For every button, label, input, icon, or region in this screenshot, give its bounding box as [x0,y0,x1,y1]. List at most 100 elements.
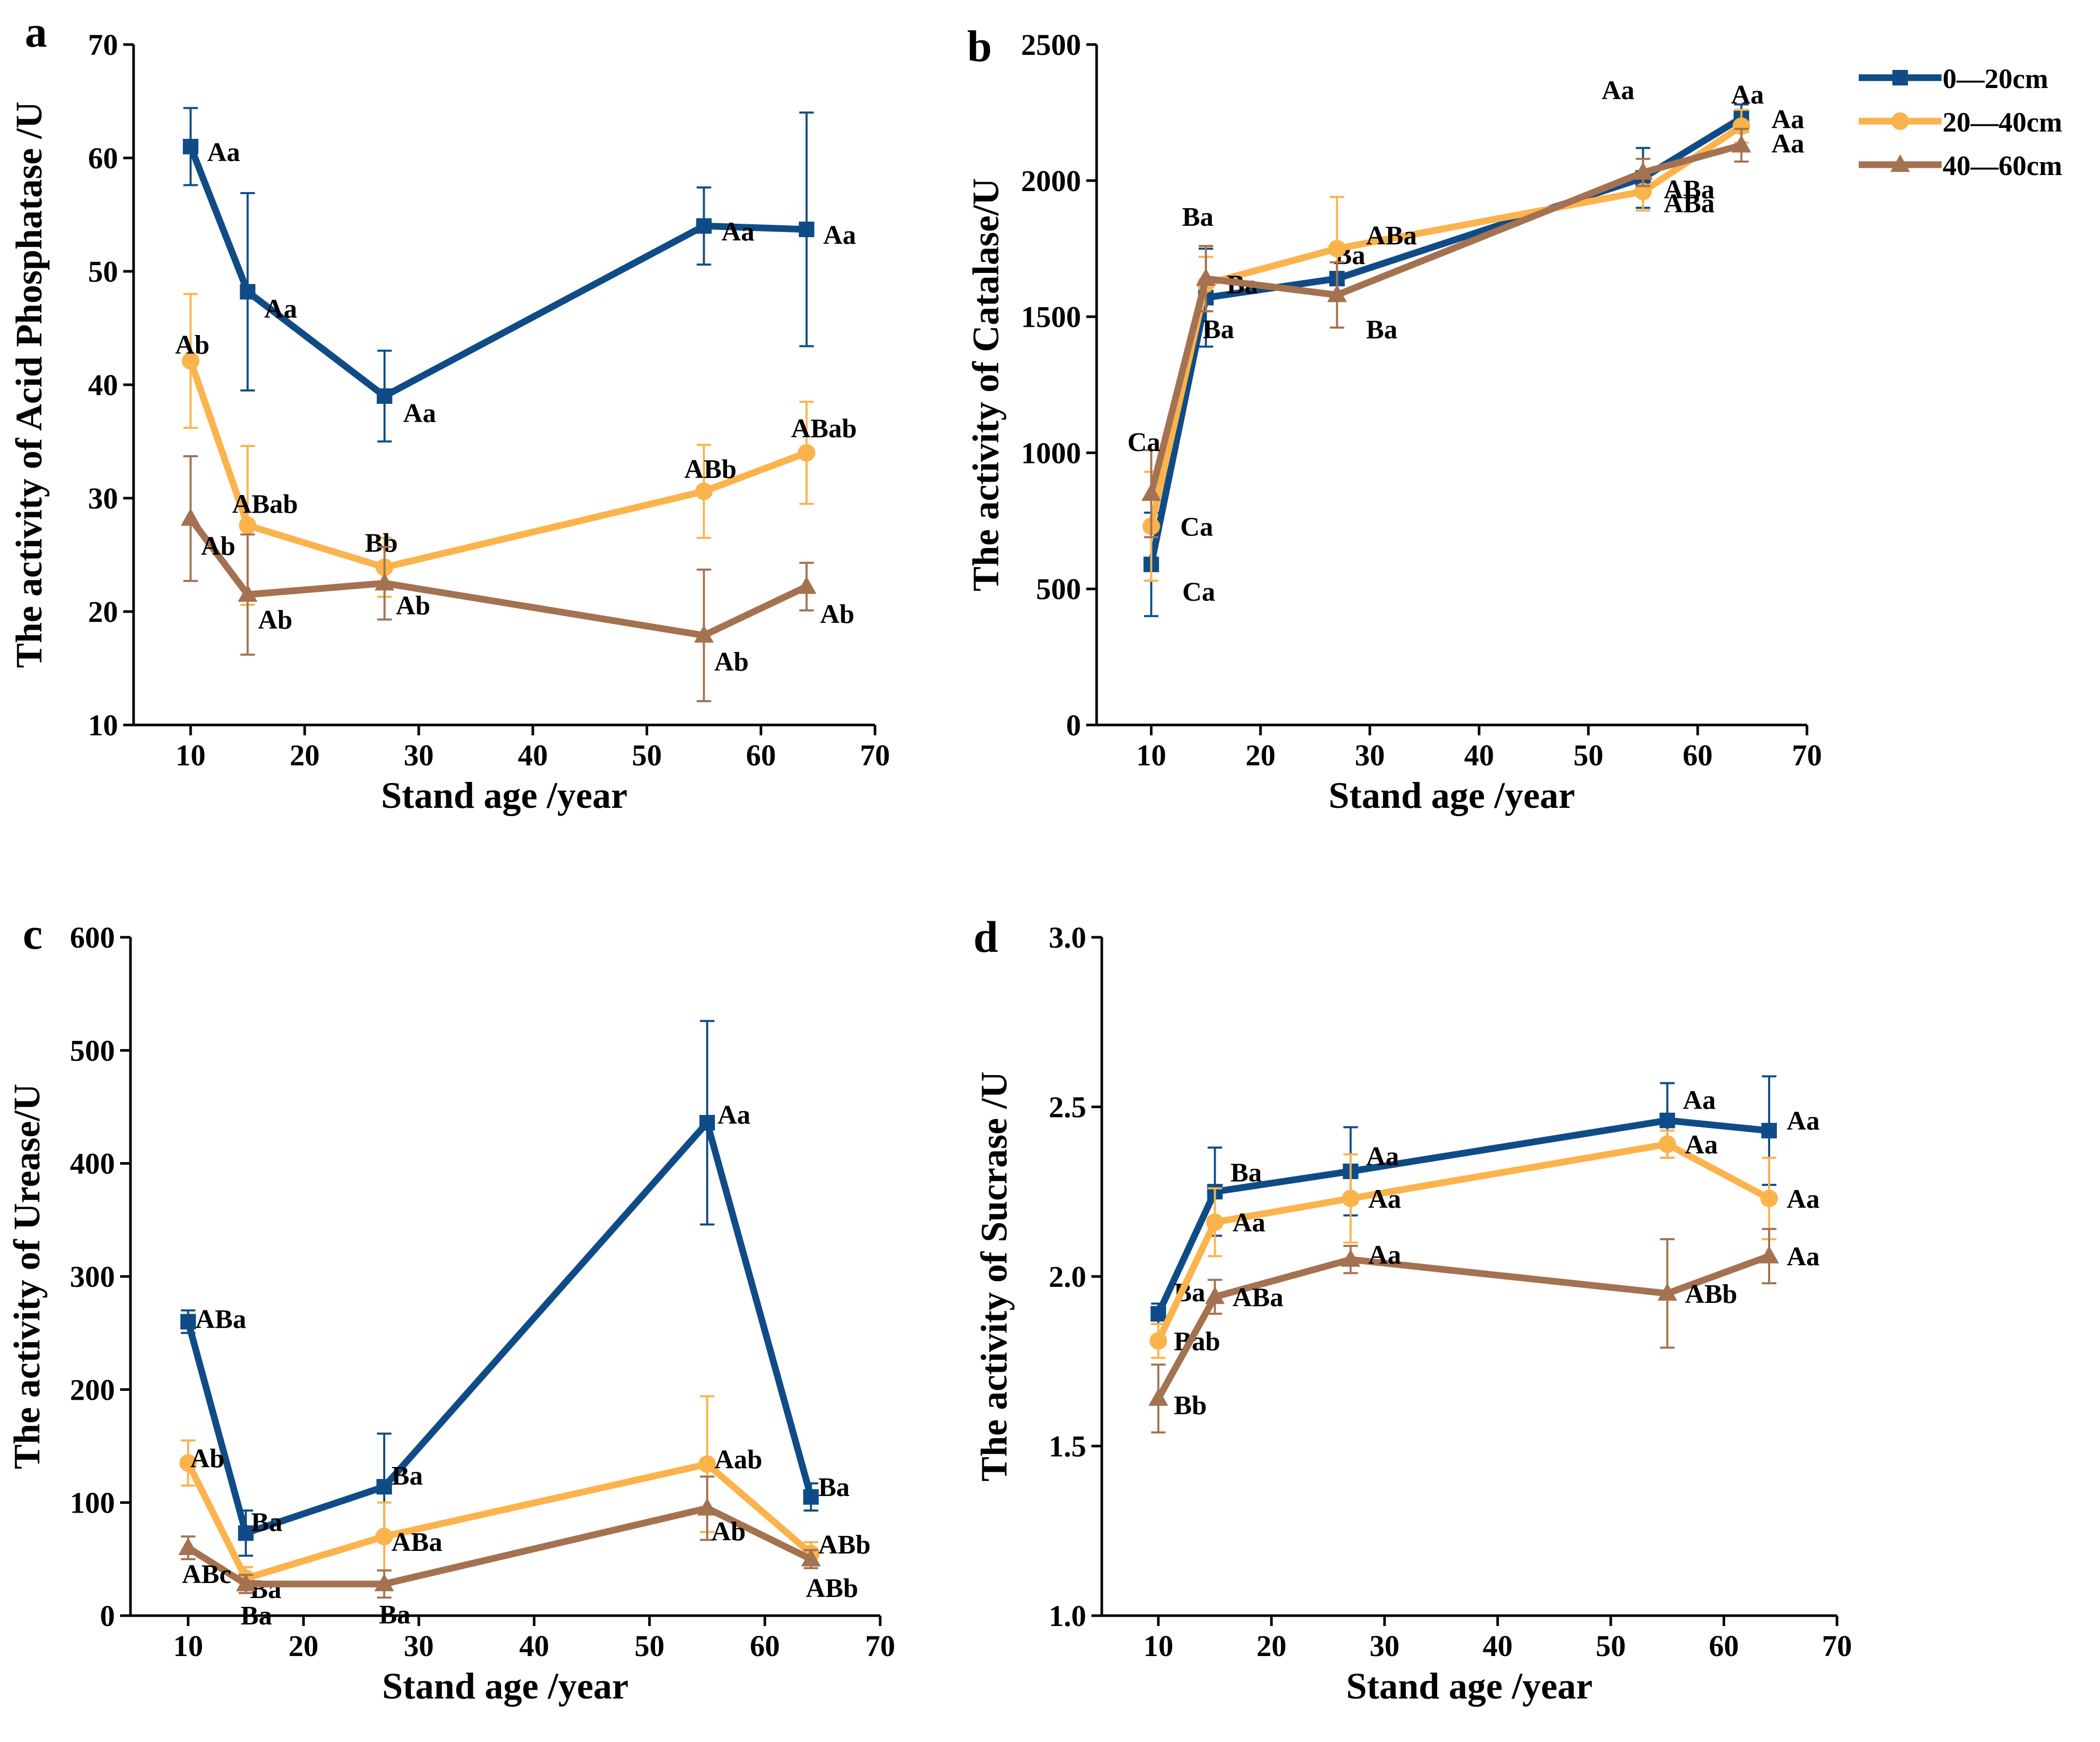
y-tick-label: 200 [70,1373,115,1406]
panel-letter: d [973,912,998,962]
data-point [374,1573,395,1591]
data-point [1340,1249,1361,1267]
data-label: Aa [207,138,240,167]
data-label: Aa [1771,105,1804,135]
data-label: Ab [190,1444,224,1473]
data-label: ABa [1664,189,1714,219]
y-tick-label: 300 [70,1260,115,1294]
data-point [181,508,201,526]
y-tick-label: 20 [88,595,118,629]
x-tick-label: 30 [404,738,434,772]
data-label: Aa [1366,1142,1399,1171]
data-label: Bb [365,529,398,558]
series-40—60cm: Ab Ab Ab Ab Ab [181,455,854,703]
data-point [375,1528,393,1546]
data-label: Aa [403,399,436,428]
x-tick-label: 60 [746,738,776,772]
panel-b: b 10 20 30 40 50 60 70 0 500 1000 1500 2000 2500 Stand… [965,21,1822,816]
y-tick-label: 100 [70,1486,115,1520]
x-axis-title: Stand age /year [1346,1665,1593,1707]
data-label: Ba [251,1508,283,1537]
data-label: Aa [1368,1240,1402,1270]
data-label: ABab [791,414,857,443]
legend: 0—20cm 20—40cm 40—60cm [1859,63,2062,181]
data-point [696,218,712,234]
data-label: Aa [1232,1208,1265,1238]
legend-item: 20—40cm [1859,107,2062,138]
x-axis-title: Stand age /year [1329,775,1575,816]
data-point [1634,182,1652,200]
series-20—40cm: Ab Ba ABa Aab ABb [179,1395,870,1604]
x-tick-label: 30 [1369,1629,1399,1663]
data-label: Aa [1787,1106,1820,1136]
data-label: Ab [201,531,235,561]
y-tick-label: 1.0 [1049,1599,1087,1633]
x-tick-label: 50 [1573,738,1603,772]
y-tick-label: 70 [88,28,118,62]
series-40—60cm: Ca Ba Ba ABa Aa [1128,127,1804,539]
data-point [1196,268,1216,286]
panel-letter: c [23,909,42,959]
data-point [1658,1135,1676,1153]
data-label: Ba [1230,1158,1262,1187]
data-label: Ab [714,647,749,677]
data-label: Ba [1203,315,1234,344]
data-point [374,573,395,591]
x-tick-label: 70 [1792,738,1822,772]
x-tick-label: 60 [1709,1629,1739,1663]
y-tick-label: 10 [88,708,118,742]
data-label: Ab [258,605,292,635]
y-tick-label: 500 [1036,572,1081,606]
data-point [180,1314,196,1330]
data-point [376,388,392,404]
panel-c: c 10 20 30 40 50 60 70 0 100 200 300 400 500 600 Stand … [6,909,895,1707]
data-point [801,1548,821,1566]
data-point [697,1498,717,1516]
x-tick-label: 30 [1355,738,1385,772]
data-point [698,1455,716,1473]
x-tick-label: 50 [634,1629,664,1663]
data-label: Ab [820,600,854,629]
y-tick-label: 40 [88,368,118,402]
data-point [1328,240,1346,258]
y-tick-label: 2500 [1021,28,1081,62]
data-label: Ba [1182,202,1214,232]
data-label: Aa [1731,80,1764,110]
data-point [238,1525,254,1541]
x-tick-label: 70 [1822,1629,1852,1663]
data-label: Aa [823,221,856,250]
y-tick-label: 500 [70,1034,115,1067]
data-label: Ba [250,1575,282,1604]
series-0—20cm: Ca Ba Ba Aa Aa [1143,76,1764,617]
data-label: Ba [391,1461,423,1491]
data-point [1206,1213,1224,1231]
y-tick-label: 30 [88,482,118,515]
x-axis-title: Stand age /year [382,1665,629,1707]
data-label: Aa [718,1100,751,1130]
data-label: ABb [1685,1280,1737,1309]
data-point [182,352,200,370]
data-label: Ba [1366,315,1397,345]
data-label: ABab [232,490,298,519]
y-axis-title: The activity of Acid Phosphatase /U [8,101,50,668]
x-tick-label: 10 [176,738,206,772]
x-tick-label: 10 [173,1629,203,1663]
data-point [1148,1388,1169,1406]
data-point [797,444,815,462]
x-tick-label: 40 [1483,1629,1513,1663]
data-point [1731,135,1752,153]
x-tick-label: 10 [1143,1629,1173,1663]
data-point [798,221,814,237]
data-label: Aa [1787,1242,1820,1272]
x-tick-label: 50 [632,738,662,772]
data-point [1760,1189,1778,1208]
y-axis-title: The activity of Catalase/U [965,178,1007,591]
data-label: Bb [1174,1391,1207,1420]
data-label: Ab [175,330,209,360]
series-line [1148,142,1743,495]
y-axis-title: The activity of Urease/U [6,1084,48,1470]
y-tick-label: 0 [100,1599,115,1633]
legend-label: 0—20cm [1943,63,2048,94]
legend-label: 20—40cm [1943,107,2062,138]
